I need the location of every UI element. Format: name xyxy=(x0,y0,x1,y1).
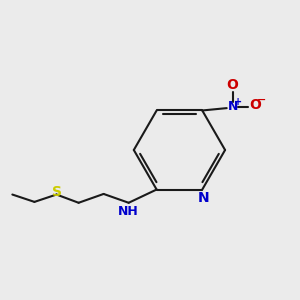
Text: +: + xyxy=(234,97,242,106)
Text: −: − xyxy=(256,95,266,105)
Text: O: O xyxy=(249,98,261,112)
Text: N: N xyxy=(198,191,209,205)
Text: NH: NH xyxy=(118,205,138,218)
Text: S: S xyxy=(52,185,61,199)
Text: N: N xyxy=(227,100,238,113)
Text: O: O xyxy=(227,78,239,92)
